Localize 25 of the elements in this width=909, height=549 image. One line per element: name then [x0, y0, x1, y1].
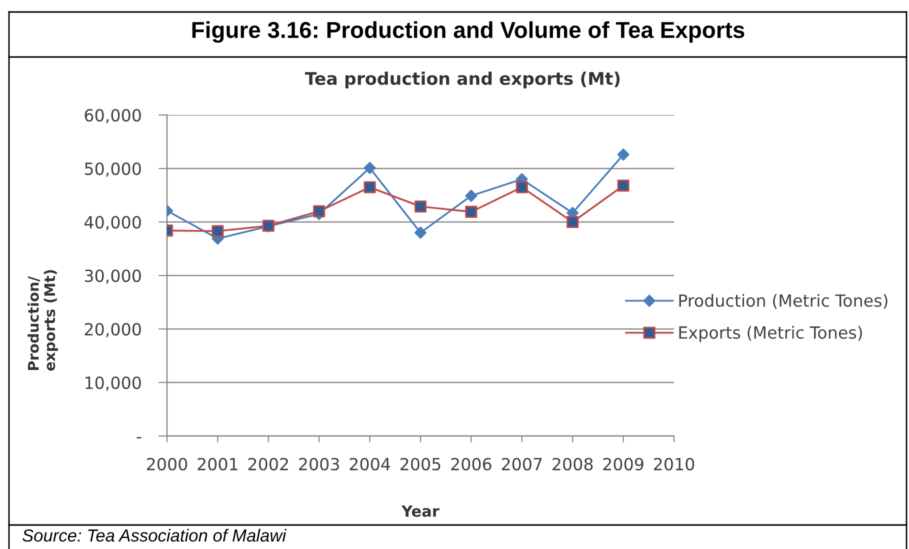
x-tick-label: 2006 — [451, 458, 492, 470]
source-note: Source: Tea Association of Malawi — [22, 528, 286, 542]
y-tick-label: 50,000 — [84, 162, 141, 177]
y-tick-label: 20,000 — [84, 322, 141, 338]
chart-title: Figure 3.16: Production and Volume of Tea Exports — [192, 21, 744, 43]
legend-label: Exports (Metric Tones) — [679, 326, 862, 342]
x-axis-title: Year — [401, 505, 440, 517]
y-axis-title: Production/ exports (Mt) — [28, 270, 58, 371]
legend-label: Production (Metric Tones) — [679, 294, 888, 309]
x-tick-label: 2005 — [400, 458, 440, 470]
x-tick-label: 2010 — [654, 458, 694, 470]
y-tick-label: 10,000 — [86, 376, 141, 391]
y-tick-label: 40,000 — [84, 216, 141, 230]
y-tick-label: 60,000 — [84, 108, 141, 124]
x-tick-label: 2000 — [147, 458, 188, 470]
x-tick-label: 2001 — [198, 458, 238, 470]
x-tick-label: 2009 — [603, 458, 644, 470]
x-tick-label: 2008 — [552, 458, 593, 470]
y-tick-label: 30,000 — [84, 269, 141, 284]
x-tick-label: 2002 — [248, 458, 288, 470]
x-tick-label: 2003 — [299, 458, 339, 470]
chart-subtitle: Tea production and exports (Mt) — [304, 72, 620, 88]
x-tick-label: 2007 — [502, 458, 542, 470]
x-tick-label: 2004 — [350, 458, 390, 470]
y-tick-label: - — [136, 437, 142, 438]
